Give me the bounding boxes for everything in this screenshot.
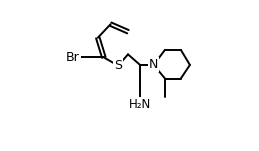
Text: Br: Br (66, 51, 80, 64)
Text: H₂N: H₂N (129, 98, 151, 111)
Text: S: S (114, 59, 122, 72)
Text: N: N (149, 58, 158, 71)
